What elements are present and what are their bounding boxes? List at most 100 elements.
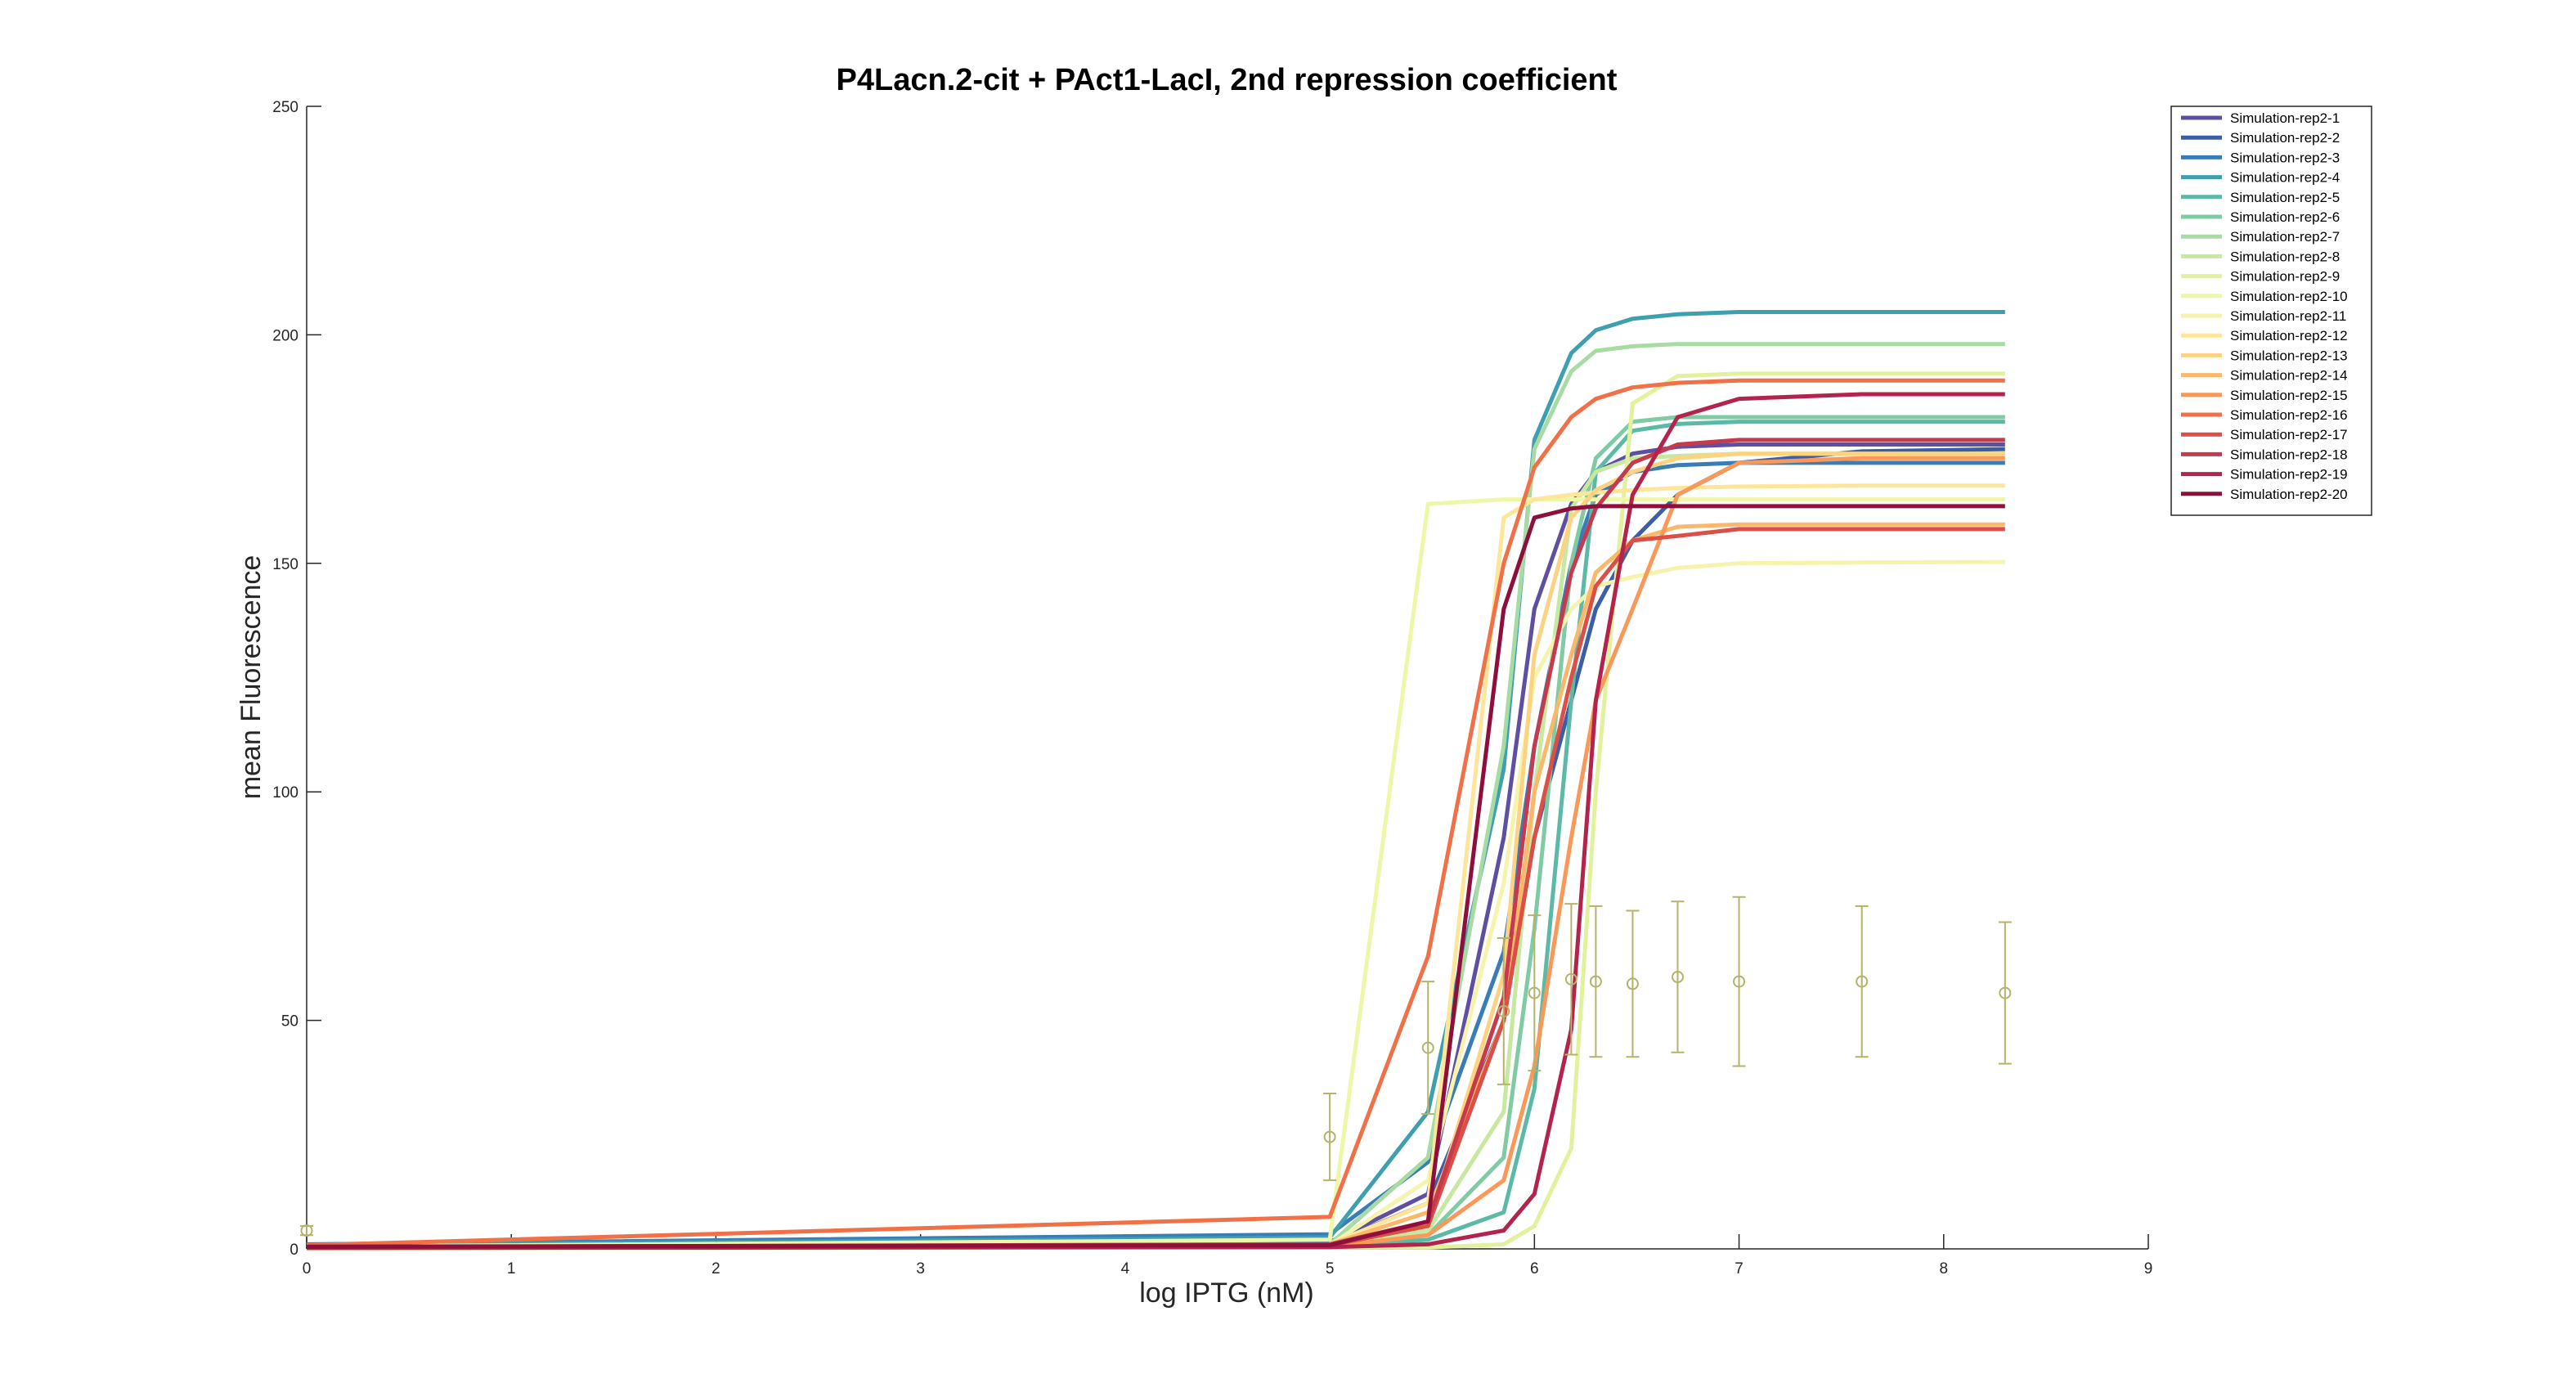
x-tick-label: 1 xyxy=(507,1260,516,1277)
chart-title: P4Lacn.2-cit + PAct1-LacI, 2nd repressio… xyxy=(837,63,1618,97)
experimental-point xyxy=(1671,900,1685,1053)
series-line-11 xyxy=(306,559,2005,1250)
experimental-point xyxy=(300,1224,313,1237)
series-line-4 xyxy=(306,310,2005,1247)
x-tick-label: 8 xyxy=(1939,1260,1948,1277)
x-tick-label: 0 xyxy=(303,1260,312,1277)
legend-entry: Simulation-rep2-7 xyxy=(2181,229,2340,245)
legend-entry: Simulation-rep2-9 xyxy=(2181,269,2340,285)
legend-entry: Simulation-rep2-20 xyxy=(2181,487,2348,502)
mean-marker xyxy=(1671,971,1684,984)
legend-label: Simulation-rep2-8 xyxy=(2230,249,2340,264)
legend-label: Simulation-rep2-11 xyxy=(2230,308,2346,324)
series-layer xyxy=(306,310,2005,1251)
legend-entry: Simulation-rep2-13 xyxy=(2181,348,2348,363)
x-tick-label: 4 xyxy=(1121,1260,1130,1277)
series-line-12 xyxy=(306,483,2005,1250)
legend-entry: Simulation-rep2-2 xyxy=(2181,130,2340,146)
y-tick-label: 50 xyxy=(281,1013,298,1031)
legend-entry: Simulation-rep2-16 xyxy=(2181,407,2348,423)
legend-label: Simulation-rep2-17 xyxy=(2230,427,2348,442)
series-line-13 xyxy=(306,451,2005,1250)
series-line-9 xyxy=(306,371,2005,1251)
mean-marker xyxy=(1323,1130,1336,1143)
series-line-3 xyxy=(306,460,2005,1246)
y-tick-label: 100 xyxy=(272,784,298,802)
legend-entry: Simulation-rep2-14 xyxy=(2181,368,2348,384)
legend-entry: Simulation-rep2-18 xyxy=(2181,447,2348,462)
experimental-point xyxy=(1626,909,1640,1058)
x-tick-label: 7 xyxy=(1735,1260,1744,1277)
legend-entry: Simulation-rep2-6 xyxy=(2181,209,2340,225)
y-axis-label: mean Fluorescence xyxy=(236,555,267,800)
y-tick-label: 0 xyxy=(289,1242,298,1259)
mean-marker xyxy=(1999,986,2012,999)
legend-entry: Simulation-rep2-4 xyxy=(2181,170,2340,186)
series-line-6 xyxy=(306,415,2005,1250)
legend: Simulation-rep2-1 Simulation-rep2-2 Simula… xyxy=(2170,106,2372,516)
legend-label: Simulation-rep2-4 xyxy=(2230,170,2340,186)
legend-entry: Simulation-rep2-8 xyxy=(2181,249,2340,264)
legend-entry: Simulation-rep2-3 xyxy=(2181,150,2340,165)
series-line-2 xyxy=(306,447,2005,1249)
legend-entry: Simulation-rep2-17 xyxy=(2181,427,2348,442)
series-line-10 xyxy=(306,497,2005,1249)
legend-label: Simulation-rep2-6 xyxy=(2230,209,2340,225)
mean-marker xyxy=(1589,975,1602,988)
legend-entry: Simulation-rep2-15 xyxy=(2181,388,2348,403)
legend-entry: Simulation-rep2-11 xyxy=(2181,308,2346,324)
x-tick-label: 6 xyxy=(1530,1260,1539,1277)
y-tick-label: 150 xyxy=(272,556,298,573)
legend-entry: Simulation-rep2-19 xyxy=(2181,467,2348,483)
legend-label: Simulation-rep2-15 xyxy=(2230,388,2348,403)
series-line-7 xyxy=(306,342,2005,1250)
legend-label: Simulation-rep2-16 xyxy=(2230,407,2348,423)
x-tick-label: 2 xyxy=(711,1260,720,1277)
experimental-point xyxy=(1421,981,1435,1116)
legend-label: Simulation-rep2-9 xyxy=(2230,269,2340,285)
legend-entry: Simulation-rep2-12 xyxy=(2181,328,2348,344)
mean-marker xyxy=(1733,975,1746,988)
experimental-point xyxy=(1528,914,1542,1072)
legend-entry: Simulation-rep2-5 xyxy=(2181,190,2340,205)
axes: 0 1 2 3 4 5 6 7 8 9 0 50 100 150 200 250 xyxy=(272,99,2152,1277)
legend-box xyxy=(2170,106,2372,516)
legend-label: Simulation-rep2-14 xyxy=(2230,368,2348,384)
series-line-14 xyxy=(306,522,2005,1250)
experimental-point xyxy=(1564,903,1578,1056)
mean-marker xyxy=(1421,1041,1434,1054)
series-line-5 xyxy=(306,420,2005,1251)
x-tick-label: 3 xyxy=(916,1260,925,1277)
mean-marker xyxy=(1626,977,1639,990)
experimental-point xyxy=(1589,905,1603,1058)
legend-label: Simulation-rep2-5 xyxy=(2230,190,2340,205)
legend-label: Simulation-rep2-3 xyxy=(2230,150,2340,165)
legend-label: Simulation-rep2-7 xyxy=(2230,229,2340,245)
y-tick-label: 200 xyxy=(272,327,298,344)
legend-label: Simulation-rep2-1 xyxy=(2230,110,2340,126)
legend-label: Simulation-rep2-19 xyxy=(2230,467,2348,483)
legend-entry: Simulation-rep2-1 xyxy=(2181,110,2340,126)
experimental-point xyxy=(1855,905,1869,1058)
y-tick-label: 250 xyxy=(272,99,298,116)
series-line-19 xyxy=(306,392,2005,1251)
series-line-17 xyxy=(306,527,2005,1250)
x-tick-label: 5 xyxy=(1326,1260,1335,1277)
experimental-point xyxy=(1497,937,1510,1085)
series-line-20 xyxy=(306,504,2005,1249)
series-line-8 xyxy=(306,451,2005,1251)
experimental-data xyxy=(300,896,2012,1237)
x-axis-label: log IPTG (nM) xyxy=(1139,1277,1313,1309)
mean-marker xyxy=(1497,1004,1510,1017)
legend-label: Simulation-rep2-2 xyxy=(2230,130,2340,146)
legend-label: Simulation-rep2-10 xyxy=(2230,289,2348,304)
legend-label: Simulation-rep2-13 xyxy=(2230,348,2348,363)
series-line-15 xyxy=(306,456,2005,1251)
legend-label: Simulation-rep2-20 xyxy=(2230,487,2348,502)
x-tick-label: 9 xyxy=(2144,1260,2153,1277)
experimental-point xyxy=(1732,896,1746,1067)
mean-marker xyxy=(1564,972,1577,986)
series-line-18 xyxy=(306,438,2005,1250)
mean-marker xyxy=(1856,975,1869,988)
